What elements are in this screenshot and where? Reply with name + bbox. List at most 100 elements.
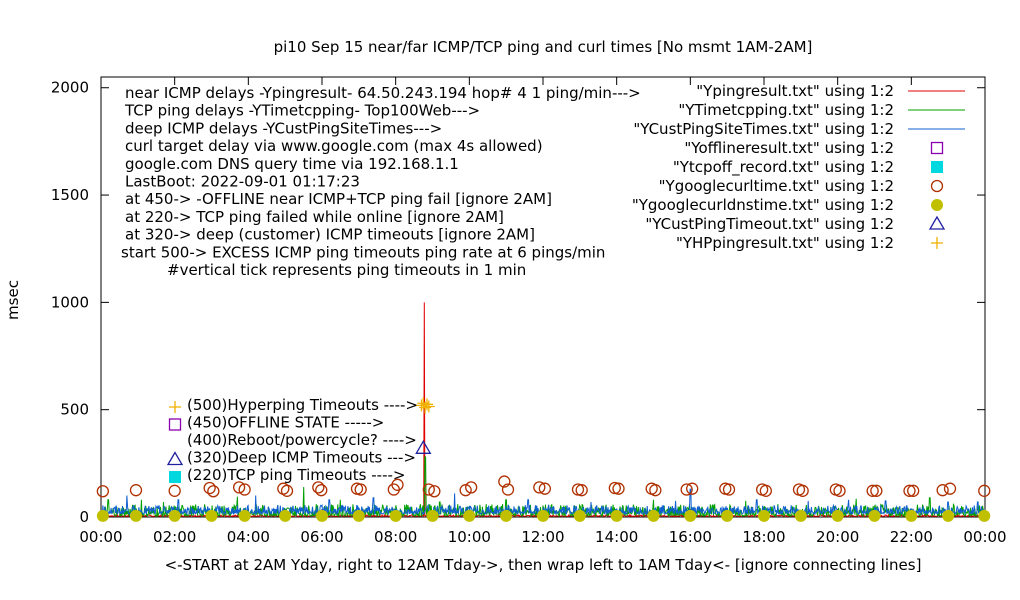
data-point	[498, 475, 511, 488]
y-tick-label: 500	[60, 401, 89, 419]
data-point	[205, 509, 218, 522]
data-point	[238, 483, 251, 496]
y-tick-label: 0	[79, 508, 89, 526]
data-point	[352, 509, 365, 522]
data-point	[796, 484, 809, 497]
legend-swatch	[930, 141, 944, 155]
data-point	[680, 483, 693, 496]
legend-label: "Ypingresult.txt" using 1:2	[696, 82, 894, 100]
data-point	[280, 484, 294, 497]
data-point	[315, 484, 328, 497]
data-point	[649, 484, 662, 497]
data-point	[232, 481, 246, 494]
legend-swatch	[928, 215, 946, 230]
legend-swatch	[931, 237, 943, 249]
data-point	[647, 509, 660, 522]
x-tick-label: 08:00	[374, 528, 417, 546]
x-tick-label: 22:00	[890, 528, 933, 546]
data-point	[936, 484, 949, 497]
data-point	[759, 484, 772, 497]
info-line: at 320-> deep (customer) ICMP timeouts […	[125, 226, 535, 244]
data-point	[428, 485, 441, 498]
data-point	[833, 484, 846, 497]
data-point	[868, 509, 881, 522]
data-point	[312, 481, 325, 494]
data-point	[391, 478, 404, 491]
data-point	[422, 400, 435, 413]
legend-label: "YTimetcpping.txt" using 1:2	[678, 101, 894, 119]
data-point	[831, 509, 844, 522]
annotation-label: (450)OFFLINE STATE ----->	[187, 414, 384, 432]
legend-swatch	[931, 161, 943, 173]
data-point	[96, 509, 109, 522]
data-point	[575, 484, 588, 497]
info-line: google.com DNS query time via 192.168.1.…	[125, 155, 459, 173]
legend-label: "YCustPingSiteTimes.txt" using 1:2	[633, 120, 894, 138]
x-tick-label: 16:00	[669, 528, 712, 546]
data-point	[463, 509, 476, 522]
data-point	[903, 484, 916, 497]
legend-label: "Yofflineresult.txt" using 1:2	[684, 139, 894, 157]
data-point	[612, 482, 625, 495]
y-tick-label: 2000	[51, 79, 89, 97]
info-line: curl target delay via www.google.com (ma…	[125, 137, 543, 155]
data-point	[168, 509, 181, 522]
info-line: near ICMP delays -Ypingresult- 64.50.243…	[125, 84, 641, 102]
legend-label: "Ygooglecurldnstime.txt" using 1:2	[632, 196, 894, 214]
x-tick-label: 06:00	[300, 528, 343, 546]
data-point	[866, 484, 879, 497]
data-point	[907, 484, 920, 497]
legend-label: "Ytcpoff_record.txt" using 1:2	[673, 158, 894, 177]
data-point	[758, 509, 770, 522]
data-point	[96, 485, 109, 498]
data-point	[316, 509, 328, 522]
data-point	[422, 483, 435, 496]
y-axis-label: msec	[4, 280, 22, 320]
x-tick-label: 00:00	[79, 528, 122, 546]
annotation-marker	[166, 451, 184, 466]
legend-swatch	[931, 199, 943, 211]
info-line: #vertical tick represents ping timeouts …	[167, 261, 526, 279]
annotation-label: (500)Hyperping Timeouts ---->	[187, 396, 418, 414]
data-point	[870, 484, 883, 497]
data-point	[354, 483, 367, 496]
data-point	[207, 485, 220, 498]
chart-title: pi10 Sep 15 near/far ICMP/TCP ping and c…	[274, 38, 813, 56]
data-point	[978, 509, 991, 522]
data-point	[129, 509, 142, 522]
data-point	[129, 484, 143, 497]
info-line: at 220-> TCP ping failed while online [i…	[125, 208, 504, 226]
y-tick-label: 1000	[51, 293, 89, 311]
data-point	[465, 481, 478, 494]
legend-label: "YHPpingresult.txt" using 1:2	[676, 234, 894, 252]
annotation-marker	[169, 471, 181, 483]
info-line: at 450-> -OFFLINE near ICMP+TCP ping fai…	[125, 190, 552, 208]
data-point	[238, 509, 251, 522]
data-point	[610, 509, 623, 522]
data-point	[943, 482, 957, 495]
annotation-marker	[168, 418, 182, 431]
data-point	[203, 481, 216, 495]
data-point	[533, 481, 546, 494]
data-point	[389, 509, 402, 522]
x-tick-label: 04:00	[227, 528, 270, 546]
x-axis-label: <-START at 2AM Yday, right to 12AM Tday-…	[165, 556, 922, 574]
x-tick-label: 10:00	[448, 528, 491, 546]
data-point	[978, 484, 991, 497]
data-point	[501, 483, 515, 496]
data-point	[686, 482, 699, 495]
data-point	[538, 482, 551, 495]
data-point	[722, 483, 736, 496]
data-point	[684, 509, 697, 522]
x-tick-label: 14:00	[595, 528, 638, 546]
data-point	[573, 509, 586, 522]
data-point	[426, 509, 439, 522]
info-line: start 500-> EXCESS ICMP ping timeouts pi…	[121, 243, 605, 261]
data-point	[279, 509, 292, 522]
annotation-label: (220)TCP ping Timeouts ---->	[187, 466, 405, 484]
legend-label: "YCustPingTimeout.txt" using 1:2	[645, 215, 894, 233]
data-point	[942, 509, 955, 522]
legend-label: "Ygooglecurltime.txt" using 1:2	[659, 177, 894, 195]
annotation-label: (400)Reboot/powercycle? ---->	[187, 431, 417, 449]
